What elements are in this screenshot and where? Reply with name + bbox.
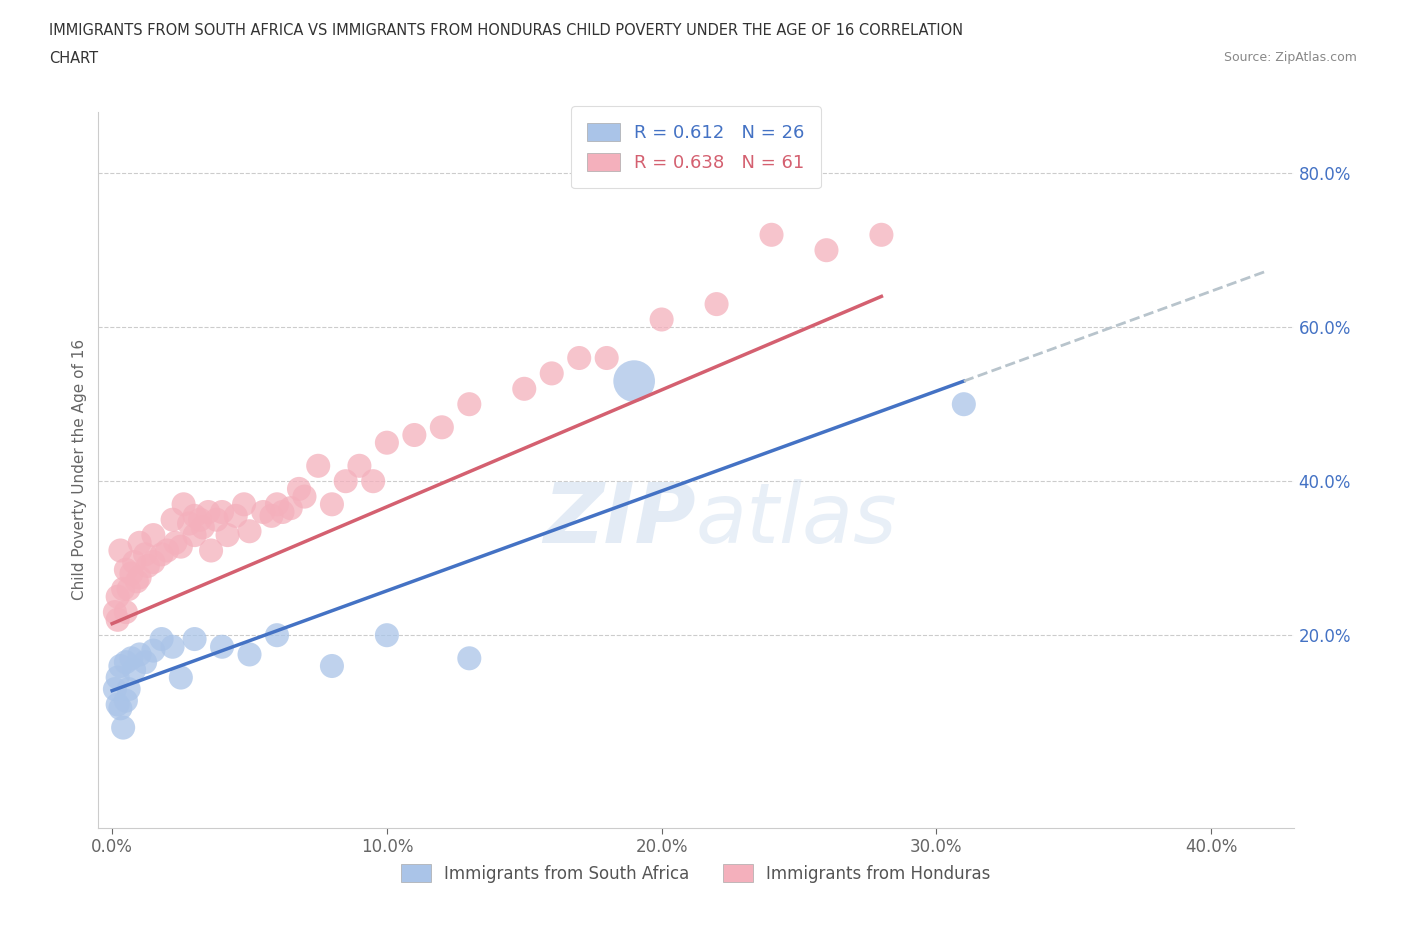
Point [110,701,132,716]
Point [134,547,156,562]
Point [321,658,343,673]
Point [294,489,316,504]
Point [122,554,145,569]
Point [595,351,617,365]
Point [335,473,357,488]
Point [142,644,165,658]
Point [162,639,184,654]
Point [162,512,184,527]
Point [280,500,302,515]
Point [307,458,329,473]
Point [120,651,142,666]
Point [125,574,148,589]
Point [761,227,783,242]
Point [238,647,260,662]
Point [128,647,150,662]
Point [120,566,142,581]
Point [513,381,536,396]
Point [112,581,135,596]
Point [217,527,239,542]
Point [252,505,274,520]
Point [205,512,228,527]
Point [568,351,591,365]
Point [197,505,219,520]
Point [361,473,384,488]
Point [211,505,233,520]
Point [170,539,193,554]
Point [183,631,205,646]
Point [540,366,562,381]
Point [188,512,211,527]
Point [112,720,135,735]
Point [142,527,165,542]
Point [623,374,645,389]
Legend: Immigrants from South Africa, Immigrants from Honduras: Immigrants from South Africa, Immigrants… [392,857,1000,891]
Point [170,671,193,685]
Point [107,590,129,604]
Point [142,554,165,569]
Point [266,497,288,512]
Point [134,655,156,670]
Point [375,628,398,643]
Point [266,628,288,643]
Point [117,581,139,596]
Text: IMMIGRANTS FROM SOUTH AFRICA VS IMMIGRANTS FROM HONDURAS CHILD POVERTY UNDER THE: IMMIGRANTS FROM SOUTH AFRICA VS IMMIGRAN… [49,23,963,38]
Point [115,655,138,670]
Point [115,563,138,578]
Point [136,558,159,573]
Point [110,658,132,673]
Point [117,682,139,697]
Text: ZIP: ZIP [543,479,696,560]
Point [128,570,150,585]
Point [165,536,187,551]
Point [115,604,138,619]
Text: CHART: CHART [49,51,98,66]
Point [458,397,481,412]
Y-axis label: Child Poverty Under the Age of 16: Child Poverty Under the Age of 16 [72,339,87,600]
Point [404,428,426,443]
Point [211,639,233,654]
Point [225,509,247,524]
Point [173,497,195,512]
Text: Source: ZipAtlas.com: Source: ZipAtlas.com [1223,51,1357,64]
Point [260,509,283,524]
Point [238,524,260,538]
Point [128,536,150,551]
Point [104,682,127,697]
Point [321,497,343,512]
Point [200,543,222,558]
Point [233,497,256,512]
Text: atlas: atlas [696,479,897,560]
Point [870,227,893,242]
Point [107,612,129,627]
Point [156,543,179,558]
Point [651,312,673,327]
Point [349,458,371,473]
Point [115,693,138,708]
Point [191,520,214,535]
Point [288,482,311,497]
Point [815,243,838,258]
Point [271,505,294,520]
Point [107,698,129,712]
Point [177,516,200,531]
Point [110,543,132,558]
Point [104,604,127,619]
Point [150,547,173,562]
Point [107,671,129,685]
Point [953,397,976,412]
Point [458,651,481,666]
Point [122,662,145,677]
Point [183,527,205,542]
Point [375,435,398,450]
Point [150,631,173,646]
Point [430,419,453,434]
Point [706,297,728,312]
Point [183,509,205,524]
